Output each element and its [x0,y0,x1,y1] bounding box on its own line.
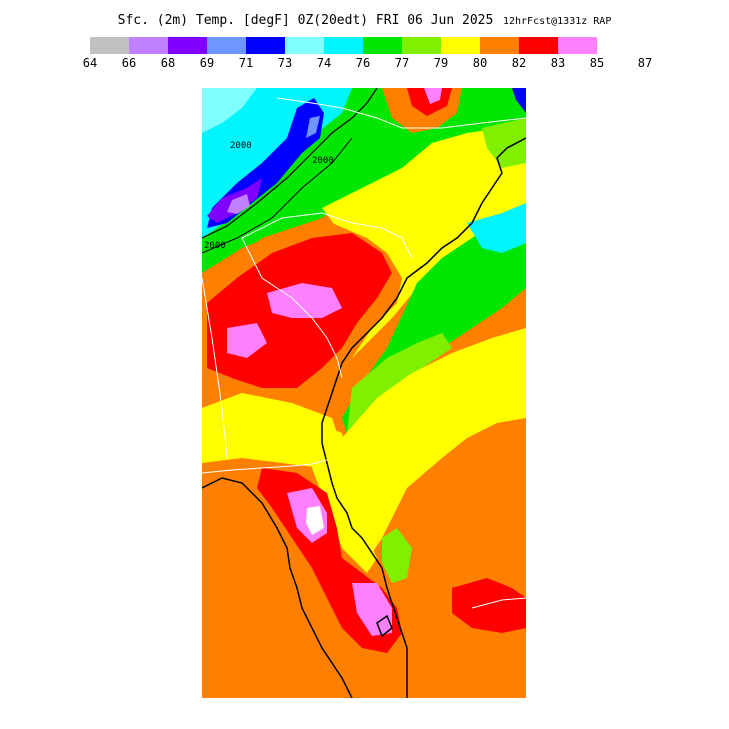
legend-tick: 77 [394,56,410,70]
legend-tick: 82 [511,56,527,70]
legend-swatch [363,37,402,54]
temp-area-red-se [452,578,526,633]
temp-area-lightgreen-fl [382,528,412,583]
legend-swatch [402,37,441,54]
legend-tick: 71 [238,56,254,70]
temp-area-pink-fl2 [352,583,392,636]
state-border-va-nc [276,97,527,129]
legend-tick: 87 [637,56,653,70]
elevation-contour-2 [201,137,353,254]
temp-area-yellow-fl-coast [312,423,377,573]
legend-swatch [129,37,168,54]
legend-swatch [246,37,285,54]
legend-swatch [519,37,558,54]
temp-area-cyan-coast [467,203,526,253]
map-title: Sfc. (2m) Temp. [degF] 0Z(20edt) FRI 06 … [0,9,729,28]
color-legend [90,37,597,54]
legend-tick: 66 [121,56,137,70]
title-main: Sfc. (2m) Temp. [degF] 0Z(20edt) FRI 06 … [117,13,494,28]
legend-swatch [285,37,324,54]
legend-swatch [480,37,519,54]
temp-area-pink-ne [424,88,442,104]
state-border-nc-sc [241,212,413,259]
legend-swatch [168,37,207,54]
contour-label: 2000 [230,141,252,151]
legend-swatch [558,37,597,54]
temp-area-pink-ga2 [267,283,342,318]
state-border-ga-sc [241,237,343,379]
legend-tick: 79 [433,56,449,70]
legend-tick: 74 [316,56,332,70]
legend-tick: 83 [550,56,566,70]
legend-tick: 73 [277,56,293,70]
legend-swatch [90,37,129,54]
legend-tick: 68 [160,56,176,70]
legend-tick: 80 [472,56,488,70]
temperature-map: 2000 2000 2000 [201,87,527,699]
temp-area-yellow-offshore [337,328,526,568]
title-run: 12hrFcst@1331z RAP [502,16,612,27]
contour-label: 2000 [312,156,334,166]
state-border-al-ga [201,277,228,459]
temp-area-pink-ga1 [227,323,267,358]
legend-tick: 69 [199,56,215,70]
legend-swatch [207,37,246,54]
temp-area-orange-offshore [377,433,526,698]
temp-area-periwinkle [306,116,320,138]
legend-tick: 85 [589,56,605,70]
temp-area-yellow-inland [202,393,342,468]
coastline-gulf [201,477,353,699]
temp-area-green-coast [342,208,526,448]
elevation-contour [201,87,378,239]
bahamas-outline [471,597,527,609]
state-border-ga-fl [201,459,328,474]
temp-area-lightcyan [202,88,257,133]
legend-swatch [324,37,363,54]
legend-tick: 76 [355,56,371,70]
temp-area-white-fl [306,506,324,535]
lake-okeechobee [376,614,393,638]
coastline-east [321,137,527,698]
contour-label: 2000 [204,241,226,251]
legend-tick: 64 [82,56,98,70]
temp-area-lavender [227,194,250,214]
legend-tick-labels: 64 66 68 69 71 73 74 76 77 79 80 82 83 8… [83,56,670,70]
temp-area-blue-ne [512,88,526,113]
temp-area-lightgreen-ne [482,118,526,168]
legend-swatch [441,37,480,54]
map-svg: 2000 2000 2000 [201,87,527,699]
